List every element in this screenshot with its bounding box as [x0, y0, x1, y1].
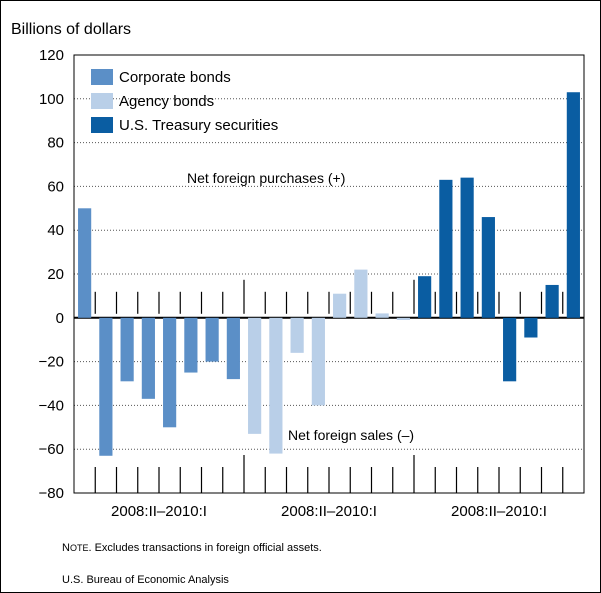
bar — [503, 317, 517, 382]
y-tick-label: 0 — [56, 310, 64, 327]
bar — [141, 317, 155, 399]
x-group-label: 2008:II–2010:I — [451, 503, 547, 520]
legend-label: Corporate bonds — [119, 69, 231, 86]
bar-chart: −80 −60 −40 −20 0 20 40 60 80 100 120 Corporate bo… — [39, 47, 585, 520]
x-axis-group-labels: 2008:II–2010:I 2008:II–2010:I 2008:II–2010… — [111, 503, 547, 520]
bar — [545, 284, 559, 318]
legend-label: U.S. Treasury securities — [119, 117, 278, 134]
footnote: NOTE. Excludes transactions in foreign o… — [62, 542, 322, 554]
bar — [184, 317, 198, 373]
bars — [78, 92, 580, 456]
bar — [248, 317, 262, 434]
legend-swatch — [91, 93, 113, 109]
bar — [163, 317, 177, 428]
grid — [73, 54, 585, 494]
annotation-net-purchases: Net foreign purchases (+) — [187, 170, 345, 186]
y-tick-label: 80 — [47, 135, 64, 152]
bar — [78, 208, 92, 318]
bar — [439, 179, 453, 318]
bar — [354, 269, 368, 318]
y-axis-unit-label: Billions of dollars — [11, 21, 132, 38]
y-tick-label: −60 — [39, 441, 64, 458]
bar — [375, 313, 389, 318]
x-group-label: 2008:II–2010:I — [111, 503, 207, 520]
legend-label: Agency bonds — [119, 93, 214, 110]
x-axis-ticks — [94, 279, 564, 493]
bar — [205, 317, 219, 362]
y-tick-label: 40 — [47, 222, 64, 239]
source-line: U.S. Bureau of Economic Analysis — [62, 574, 229, 586]
bar — [333, 293, 347, 318]
annotation-net-sales: Net foreign sales (–) — [288, 427, 414, 443]
bar — [290, 317, 304, 353]
y-tick-label: −80 — [39, 485, 64, 502]
y-axis-ticks: −80 −60 −40 −20 0 20 40 60 80 100 120 — [39, 47, 64, 502]
bar — [481, 217, 495, 318]
bar — [311, 317, 325, 406]
bar — [269, 317, 283, 454]
y-tick-label: −40 — [39, 397, 64, 414]
legend-swatch — [91, 69, 113, 85]
legend-swatch — [91, 117, 113, 133]
y-tick-label: 120 — [39, 47, 64, 64]
bar — [460, 177, 474, 318]
bar — [566, 92, 580, 318]
bar — [120, 317, 134, 382]
legend: Corporate bonds Agency bonds U.S. Treasury… — [91, 69, 278, 134]
y-tick-label: 60 — [47, 178, 64, 195]
x-group-label: 2008:II–2010:I — [281, 503, 377, 520]
y-tick-label: −20 — [39, 354, 64, 371]
bar — [524, 317, 538, 338]
bar — [396, 317, 410, 320]
note-text: . Excludes transactions in foreign offic… — [88, 542, 322, 554]
y-tick-label: 100 — [39, 91, 64, 108]
bar — [99, 317, 113, 456]
bar — [226, 317, 240, 380]
y-tick-label: 20 — [47, 266, 64, 283]
note-prefix: N — [62, 542, 70, 554]
bar — [418, 276, 432, 318]
note-small-caps: OTE — [69, 543, 89, 553]
